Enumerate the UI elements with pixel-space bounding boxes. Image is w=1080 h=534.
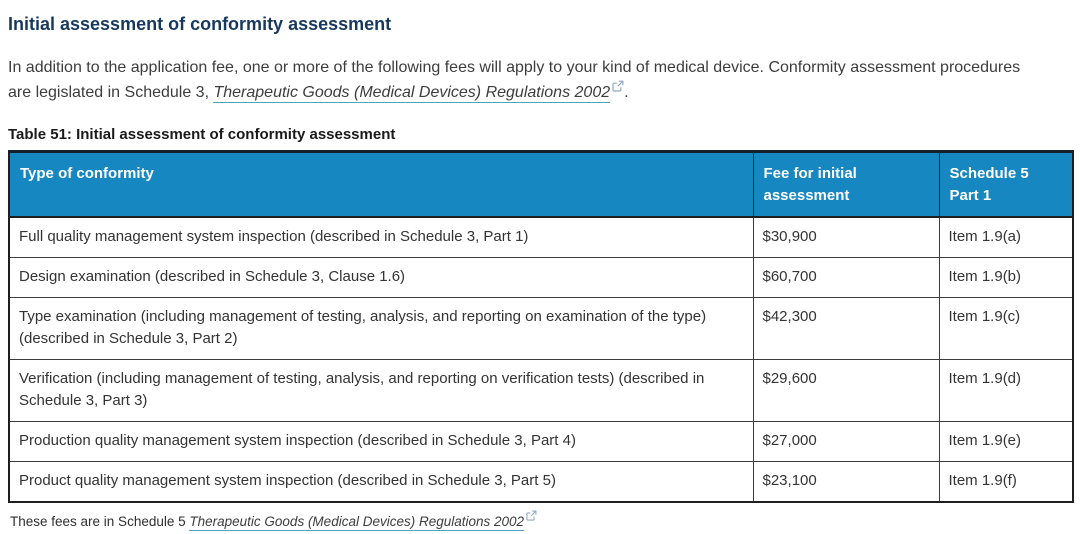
intro-text-before-link: In addition to the application fee, one … xyxy=(8,59,1021,101)
conformity-fees-table: Type of conformity Fee for initial asses… xyxy=(8,150,1074,503)
cell-fee: $42,300 xyxy=(752,297,940,360)
external-link-icon xyxy=(612,80,624,92)
cell-fee: $60,700 xyxy=(752,257,940,298)
table-row: Full quality management system inspectio… xyxy=(8,216,1074,258)
intro-text-after-link: . xyxy=(624,84,629,101)
footer-regulations-link-label: Therapeutic Goods (Medical Devices) Regu… xyxy=(189,514,525,529)
column-header-schedule: Schedule 5 Part 1 xyxy=(938,151,1074,218)
fees-footer: These fees are in Schedule 5 Therapeutic… xyxy=(10,510,1072,531)
cell-fee: $30,900 xyxy=(752,216,940,258)
table-header-row: Type of conformity Fee for initial asses… xyxy=(8,151,1074,218)
external-link-icon xyxy=(526,510,537,521)
cell-item: Item 1.9(f) xyxy=(938,461,1074,503)
cell-item: Item 1.9(d) xyxy=(938,359,1074,422)
cell-item: Item 1.9(a) xyxy=(938,216,1074,258)
footer-regulations-link[interactable]: Therapeutic Goods (Medical Devices) Regu… xyxy=(189,514,525,531)
intro-paragraph: In addition to the application fee, one … xyxy=(8,55,1038,105)
cell-item: Item 1.9(c) xyxy=(938,297,1074,360)
cell-fee: $29,600 xyxy=(752,359,940,422)
table-row: Production quality management system ins… xyxy=(8,421,1074,462)
cell-item: Item 1.9(b) xyxy=(938,257,1074,298)
column-header-fee: Fee for initial assessment xyxy=(752,151,940,218)
regulations-link-label: Therapeutic Goods (Medical Devices) Regu… xyxy=(213,84,611,101)
table-row: Design examination (described in Schedul… xyxy=(8,257,1074,298)
table-row: Verification (including management of te… xyxy=(8,359,1074,422)
cell-type: Product quality management system inspec… xyxy=(8,461,754,503)
cell-fee: $27,000 xyxy=(752,421,940,462)
column-header-type-of-conformity: Type of conformity xyxy=(8,151,754,218)
table-row: Type examination (including management o… xyxy=(8,297,1074,360)
page-title: Initial assessment of conformity assessm… xyxy=(8,14,392,34)
cell-type: Full quality management system inspectio… xyxy=(8,216,754,258)
cell-type: Design examination (described in Schedul… xyxy=(8,257,754,298)
cell-type: Production quality management system ins… xyxy=(8,421,754,462)
regulations-link[interactable]: Therapeutic Goods (Medical Devices) Regu… xyxy=(213,84,611,103)
table-caption: Table 51: Initial assessment of conformi… xyxy=(8,126,396,143)
cell-type: Verification (including management of te… xyxy=(8,359,754,422)
table-row: Product quality management system inspec… xyxy=(8,461,1074,503)
cell-item: Item 1.9(e) xyxy=(938,421,1074,462)
footer-text-before-link: These fees are in Schedule 5 xyxy=(10,514,190,529)
cell-fee: $23,100 xyxy=(752,461,940,503)
cell-type: Type examination (including management o… xyxy=(8,297,754,360)
